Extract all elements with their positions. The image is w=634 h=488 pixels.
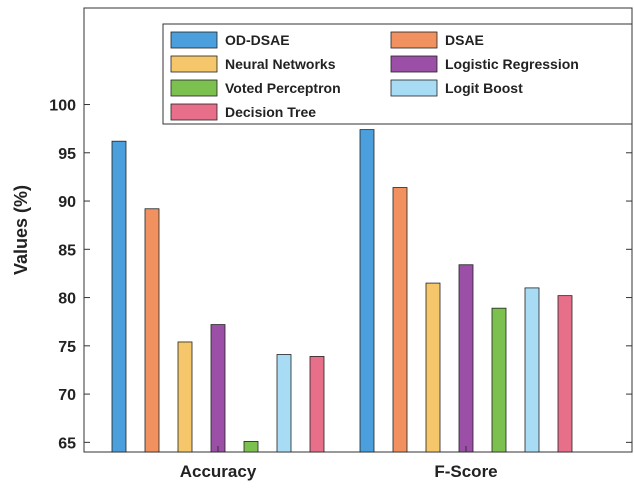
bar-decision-tree-f-score: [557, 295, 573, 453]
y-tick-label: 70: [58, 387, 76, 404]
legend-label: Logit Boost: [445, 80, 523, 96]
legend-swatch: [170, 79, 218, 97]
y-axis: 65 70 75 80 85 90 95 100: [49, 98, 632, 452]
y-tick-label: 65: [58, 435, 76, 452]
bar-logistic-regression-accuracy: [210, 324, 226, 453]
legend-swatch: [390, 31, 438, 49]
y-tick-label: 80: [58, 291, 76, 308]
x-category-label: Accuracy: [180, 462, 257, 481]
bar-neural-networks-accuracy: [177, 341, 193, 453]
legend-label: Voted Perceptron: [225, 80, 341, 96]
legend-label: Logistic Regression: [445, 56, 579, 72]
legend-label: Neural Networks: [225, 56, 336, 72]
legend-swatch: [170, 103, 218, 121]
bar-logit-boost-f-score: [524, 287, 540, 453]
y-tick-label: 85: [58, 242, 76, 259]
legend-swatch: [390, 55, 438, 73]
legend: OD-DSAE DSAE Neural Networks Logistic Regre…: [162, 23, 633, 125]
y-tick-label: 75: [58, 339, 76, 356]
x-category-label: F-Score: [434, 462, 497, 481]
bar-voted-perceptron-f-score: [491, 307, 507, 453]
bar-neural-networks-f-score: [425, 282, 441, 453]
y-tick-label: 95: [58, 146, 76, 163]
legend-swatch: [390, 79, 438, 97]
x-axis: Accuracy F-Score: [180, 446, 498, 481]
bar-decision-tree-accuracy: [309, 356, 325, 453]
bar-od-dsae-f-score: [359, 129, 375, 453]
legend-label: OD-DSAE: [225, 32, 290, 48]
legend-swatch: [170, 55, 218, 73]
y-tick-label: 90: [58, 194, 76, 211]
bars: [111, 129, 573, 453]
y-axis-label: Values (%): [11, 185, 31, 275]
bar-dsae-accuracy: [144, 208, 160, 453]
legend-label: Decision Tree: [225, 104, 316, 120]
bar-logistic-regression-f-score: [458, 264, 474, 453]
legend-swatch: [170, 31, 218, 49]
bar-logit-boost-accuracy: [276, 354, 292, 453]
legend-label: DSAE: [445, 32, 484, 48]
bar-voted-perceptron-accuracy: [243, 440, 259, 453]
y-tick-label: 100: [49, 98, 76, 115]
bar-od-dsae-accuracy: [111, 140, 127, 453]
bar-dsae-f-score: [392, 187, 408, 453]
